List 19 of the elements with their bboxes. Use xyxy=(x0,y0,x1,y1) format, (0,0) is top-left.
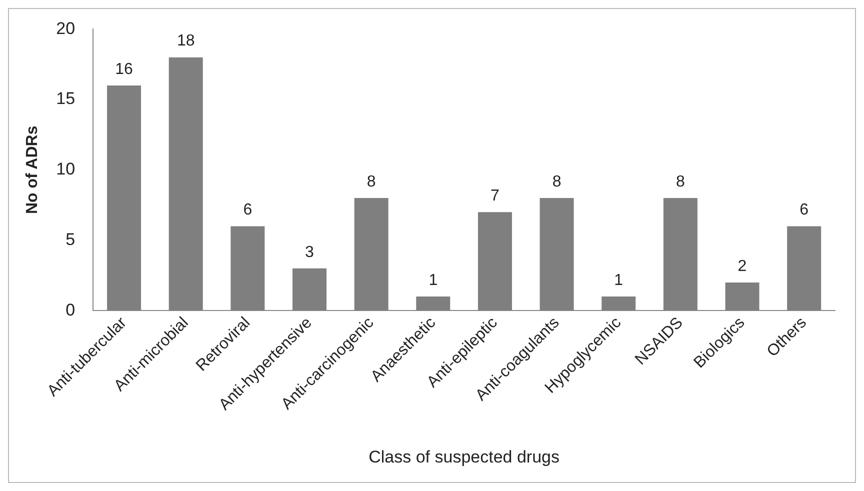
data-label: 6 xyxy=(800,202,809,219)
data-label: 18 xyxy=(176,32,195,50)
data-label: 3 xyxy=(305,244,314,261)
y-tick-label: 5 xyxy=(66,230,76,249)
x-axis-title: Class of suspected drugs xyxy=(368,447,560,466)
data-label: 1 xyxy=(428,272,438,289)
data-label: 8 xyxy=(676,173,685,190)
y-tick-label: 0 xyxy=(66,300,76,320)
data-label: 1 xyxy=(614,272,624,289)
y-tick-label: 20 xyxy=(56,18,76,38)
data-label: 8 xyxy=(552,173,562,190)
data-label: 2 xyxy=(738,258,747,275)
data-label: 16 xyxy=(115,60,134,78)
data-label: 8 xyxy=(366,173,376,190)
y-axis-title: No of ADRs xyxy=(24,126,42,214)
y-tick-label: 10 xyxy=(56,160,76,179)
data-label: 6 xyxy=(243,202,252,219)
data-label: 7 xyxy=(490,188,500,205)
y-tick-label: 15 xyxy=(56,89,76,108)
